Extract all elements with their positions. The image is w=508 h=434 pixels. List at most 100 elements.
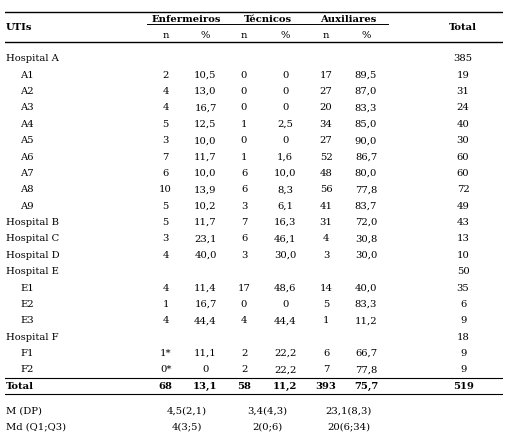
Text: 13,1: 13,1 [193, 382, 218, 391]
Text: 6: 6 [460, 300, 466, 309]
Text: 0: 0 [282, 103, 289, 112]
Text: 83,3: 83,3 [355, 103, 377, 112]
Text: 1: 1 [163, 300, 169, 309]
Text: 4: 4 [241, 316, 247, 326]
Text: 85,0: 85,0 [355, 120, 377, 129]
Text: 2(0;6): 2(0;6) [252, 422, 283, 431]
Text: 75,7: 75,7 [354, 382, 378, 391]
Text: 0: 0 [241, 136, 247, 145]
Text: 2: 2 [163, 71, 169, 80]
Text: 11,2: 11,2 [355, 316, 377, 326]
Text: A6: A6 [20, 153, 34, 161]
Text: 27: 27 [320, 136, 333, 145]
Text: A5: A5 [20, 136, 34, 145]
Text: 23,1(8,3): 23,1(8,3) [326, 406, 372, 415]
Text: Enfermeiros: Enfermeiros [152, 15, 221, 24]
Text: 30: 30 [457, 136, 469, 145]
Text: 6: 6 [323, 349, 329, 358]
Text: Total: Total [6, 382, 34, 391]
Text: 31: 31 [457, 87, 469, 96]
Text: 0: 0 [241, 71, 247, 80]
Text: 48: 48 [320, 169, 333, 178]
Text: 1: 1 [323, 316, 329, 326]
Text: 43: 43 [457, 218, 469, 227]
Text: 1: 1 [241, 153, 247, 161]
Text: A3: A3 [20, 103, 34, 112]
Text: Total: Total [449, 23, 477, 32]
Text: 3: 3 [241, 251, 247, 260]
Text: 3,4(4,3): 3,4(4,3) [247, 406, 288, 415]
Text: 10,0: 10,0 [194, 169, 217, 178]
Text: Técnicos: Técnicos [244, 15, 292, 24]
Text: 58: 58 [237, 382, 251, 391]
Text: 31: 31 [320, 218, 333, 227]
Text: 41: 41 [320, 202, 333, 211]
Text: 77,8: 77,8 [355, 365, 377, 375]
Text: A7: A7 [20, 169, 34, 178]
Text: 49: 49 [457, 202, 469, 211]
Text: 0: 0 [282, 87, 289, 96]
Text: 44,4: 44,4 [194, 316, 217, 326]
Text: 22,2: 22,2 [274, 365, 296, 375]
Text: 83,7: 83,7 [355, 202, 377, 211]
Text: 22,2: 22,2 [274, 349, 296, 358]
Text: 4: 4 [163, 316, 169, 326]
Text: 519: 519 [453, 382, 473, 391]
Text: %: % [361, 31, 371, 40]
Text: 3: 3 [163, 234, 169, 243]
Text: 60: 60 [457, 153, 469, 161]
Text: 23,1: 23,1 [194, 234, 217, 243]
Text: 27: 27 [320, 87, 333, 96]
Text: A9: A9 [20, 202, 34, 211]
Text: Hospital A: Hospital A [6, 54, 59, 63]
Text: 80,0: 80,0 [355, 169, 377, 178]
Text: 6: 6 [163, 169, 169, 178]
Text: n: n [241, 31, 247, 40]
Text: 13,9: 13,9 [194, 185, 217, 194]
Text: 1,6: 1,6 [277, 153, 293, 161]
Text: 12,5: 12,5 [194, 120, 217, 129]
Text: 393: 393 [316, 382, 337, 391]
Text: 10,5: 10,5 [194, 71, 217, 80]
Text: 40,0: 40,0 [194, 251, 217, 260]
Text: 50: 50 [457, 267, 469, 276]
Text: F1: F1 [20, 349, 34, 358]
Text: Hospital E: Hospital E [6, 267, 59, 276]
Text: A8: A8 [20, 185, 34, 194]
Text: 10,0: 10,0 [194, 136, 217, 145]
Text: 4: 4 [163, 103, 169, 112]
Text: n: n [323, 31, 329, 40]
Text: 2: 2 [241, 365, 247, 375]
Text: 6: 6 [241, 234, 247, 243]
Text: 5: 5 [163, 218, 169, 227]
Text: M (DP): M (DP) [6, 406, 42, 415]
Text: 2,5: 2,5 [277, 120, 293, 129]
Text: 11,7: 11,7 [194, 153, 217, 161]
Text: 35: 35 [457, 283, 469, 293]
Text: 0: 0 [282, 136, 289, 145]
Text: 8,3: 8,3 [277, 185, 293, 194]
Text: 0*: 0* [160, 365, 171, 375]
Text: 0: 0 [282, 71, 289, 80]
Text: 48,6: 48,6 [274, 283, 296, 293]
Text: 18: 18 [457, 333, 469, 342]
Text: Md (Q1;Q3): Md (Q1;Q3) [6, 422, 66, 431]
Text: 9: 9 [460, 349, 466, 358]
Text: Auxiliares: Auxiliares [321, 15, 377, 24]
Text: 5: 5 [163, 120, 169, 129]
Text: 40: 40 [457, 120, 469, 129]
Text: 66,7: 66,7 [355, 349, 377, 358]
Text: 4(3;5): 4(3;5) [172, 422, 202, 431]
Text: 24: 24 [457, 103, 469, 112]
Text: 10,0: 10,0 [274, 169, 296, 178]
Text: 4,5(2,1): 4,5(2,1) [167, 406, 207, 415]
Text: Hospital B: Hospital B [6, 218, 59, 227]
Text: 56: 56 [320, 185, 333, 194]
Text: F2: F2 [20, 365, 34, 375]
Text: 14: 14 [320, 283, 333, 293]
Text: 83,3: 83,3 [355, 300, 377, 309]
Text: E1: E1 [20, 283, 34, 293]
Text: 6,1: 6,1 [277, 202, 293, 211]
Text: 5: 5 [323, 300, 329, 309]
Text: 11,1: 11,1 [194, 349, 217, 358]
